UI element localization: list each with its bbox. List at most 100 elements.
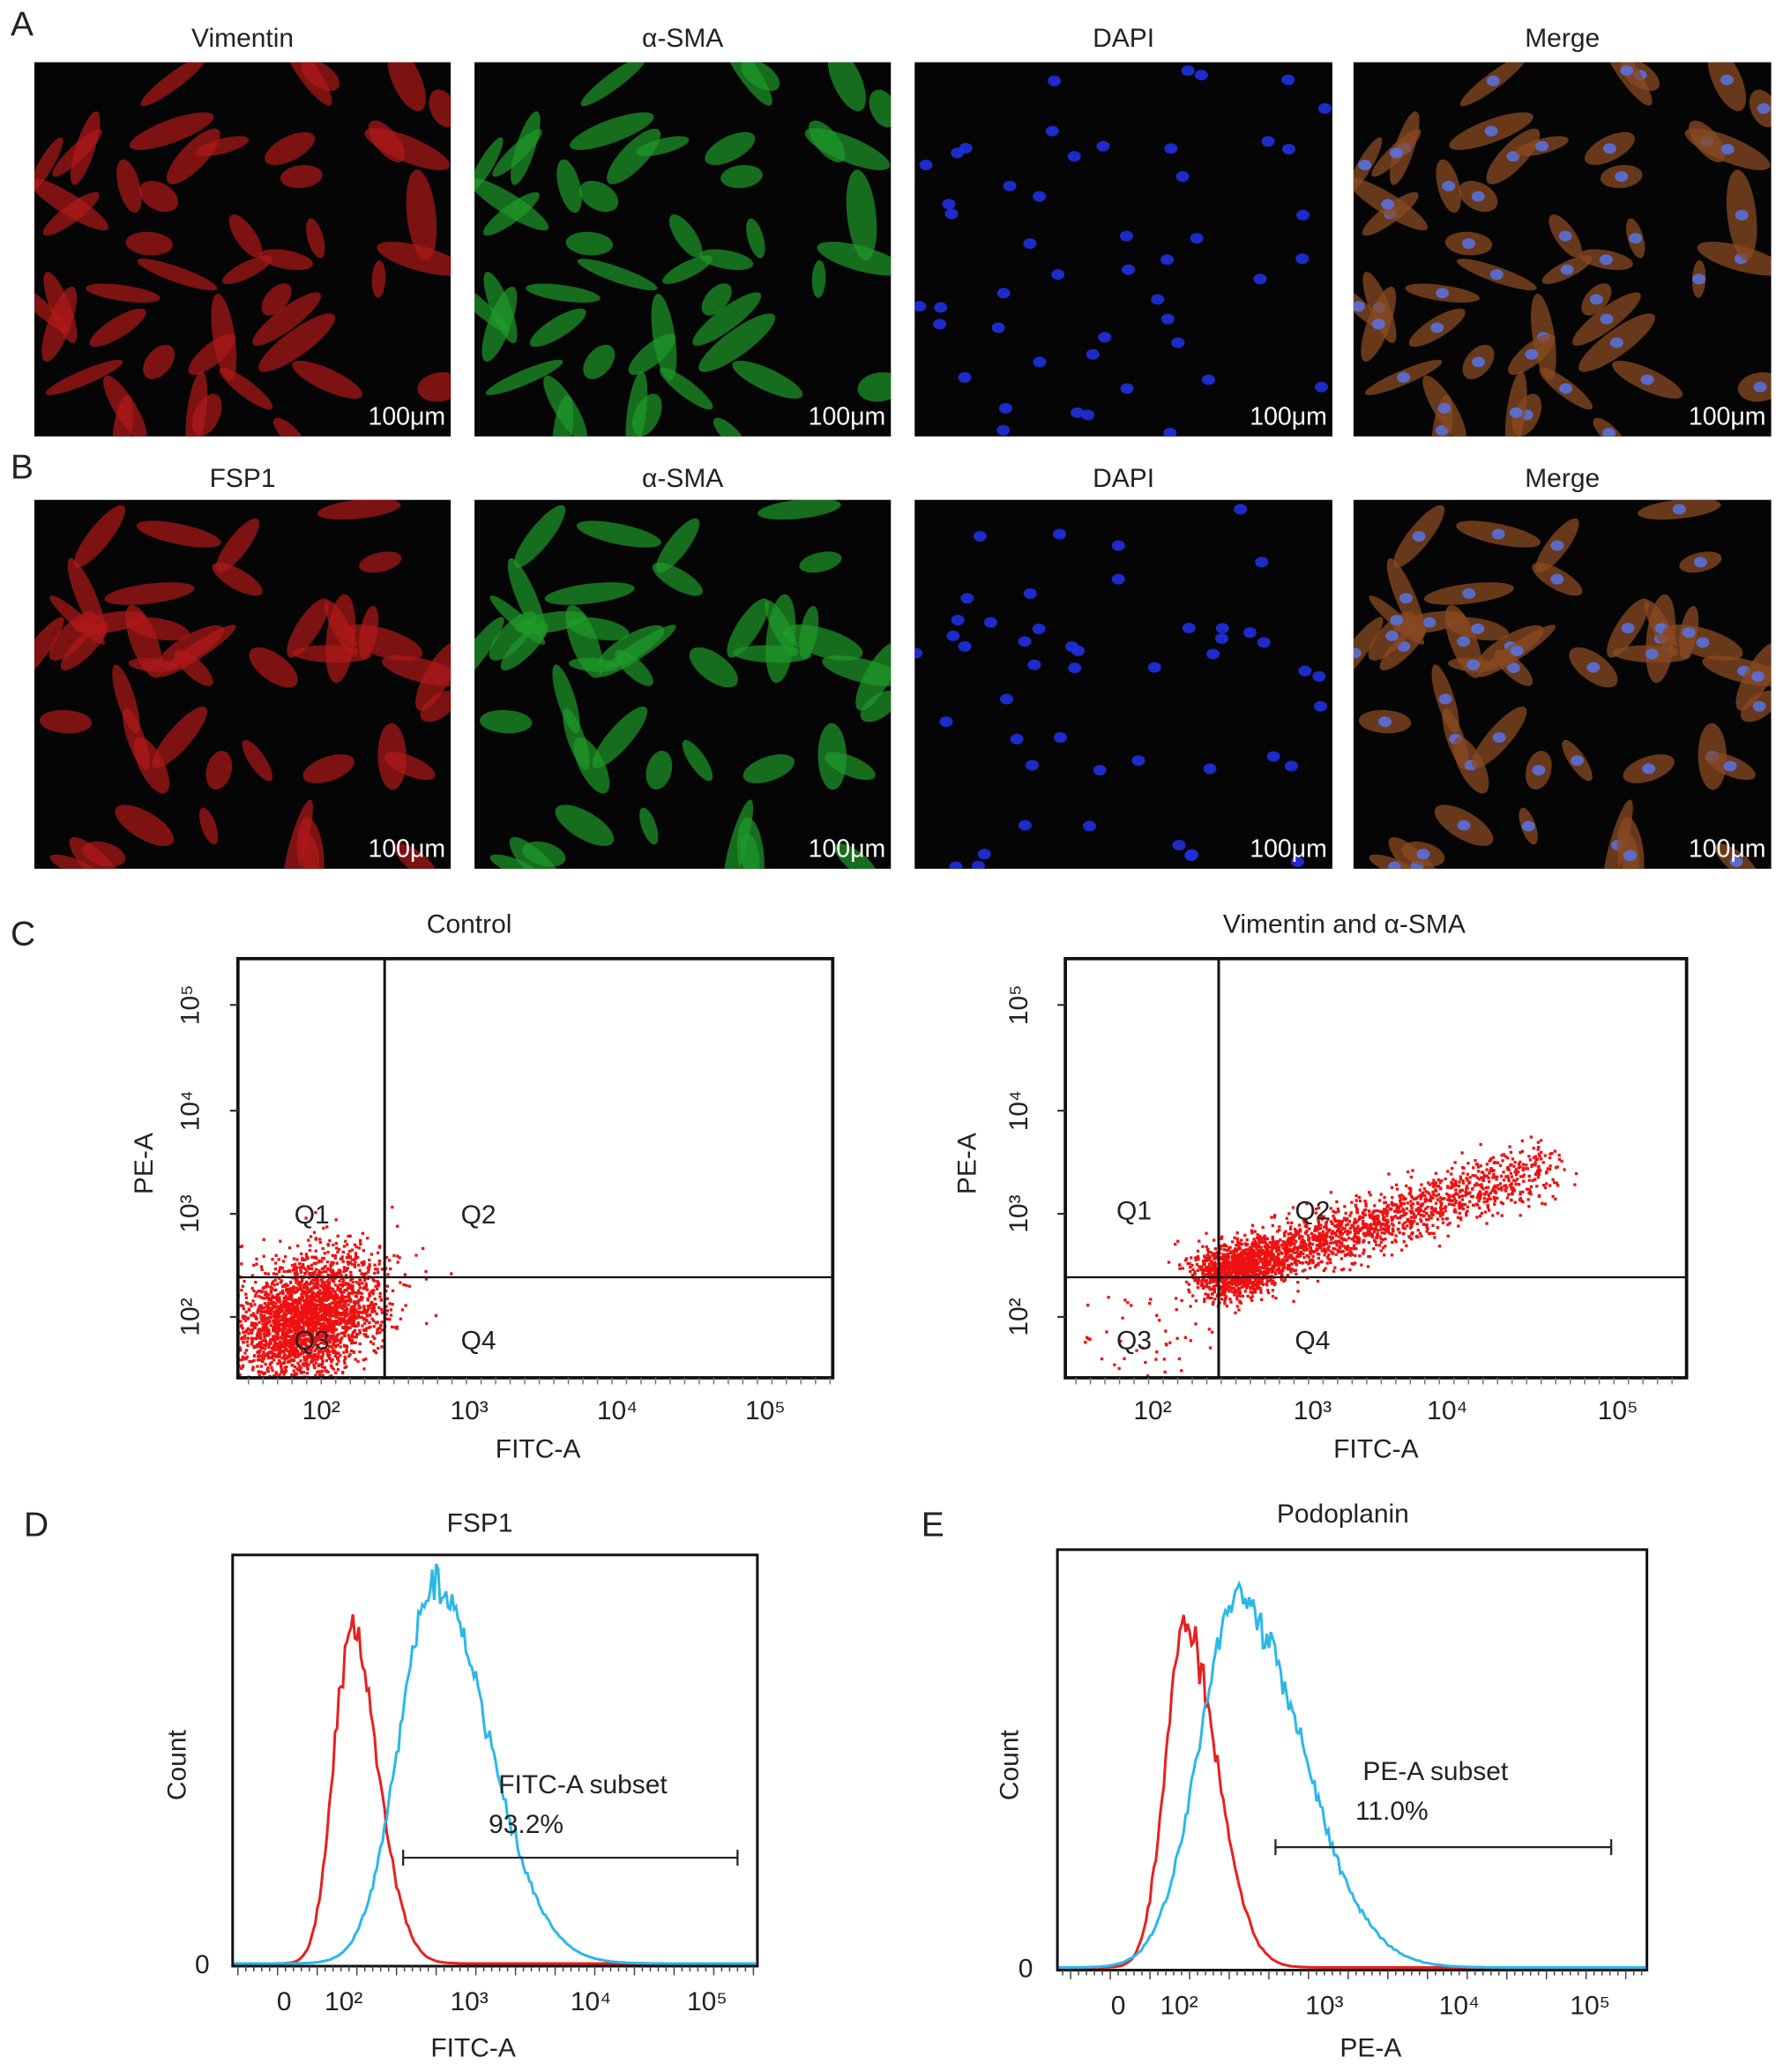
dot: [225, 1267, 228, 1269]
dot: [296, 1361, 300, 1365]
dot: [275, 1308, 279, 1313]
dot: [298, 1286, 302, 1290]
dot: [205, 1365, 208, 1368]
dot: [364, 1327, 369, 1330]
dot: [317, 1260, 320, 1264]
dot: [317, 1338, 321, 1342]
dot: [1394, 1234, 1398, 1238]
dot: [1382, 1216, 1386, 1220]
dot: [305, 1330, 310, 1335]
image-title: Vimentin: [191, 24, 294, 53]
nucleus: [1234, 504, 1248, 515]
dot: [231, 1321, 234, 1324]
dot: [261, 1353, 265, 1357]
dot: [377, 1283, 381, 1286]
dot: [274, 1302, 278, 1305]
dot: [261, 1326, 265, 1329]
dot: [317, 1343, 320, 1347]
nucleus: [1313, 700, 1327, 712]
dot: [1530, 1164, 1534, 1169]
dot: [275, 1272, 279, 1276]
dot: [315, 1311, 318, 1314]
dot: [307, 1325, 310, 1329]
dot: [277, 1321, 280, 1325]
dot: [261, 1314, 265, 1318]
dot: [339, 1313, 342, 1317]
dot: [1350, 1201, 1354, 1204]
dot: [258, 1332, 262, 1335]
dot: [1282, 1231, 1287, 1235]
dot: [1302, 1218, 1305, 1222]
dot: [285, 1320, 289, 1323]
dot: [275, 1326, 279, 1329]
dot: [1392, 1230, 1395, 1233]
dot: [240, 1288, 243, 1292]
dot: [337, 1351, 340, 1355]
dot: [1265, 1264, 1268, 1268]
nucleus: [1353, 301, 1365, 312]
dot: [272, 1335, 275, 1338]
dot: [272, 1321, 276, 1325]
nucleus: [1471, 356, 1485, 368]
dot: [292, 1358, 296, 1362]
dot: [1510, 1175, 1514, 1178]
dot: [269, 1324, 272, 1328]
dot: [313, 1336, 317, 1340]
cell: [481, 286, 518, 363]
dot: [1521, 1168, 1525, 1172]
image-title: FSP1: [210, 464, 276, 493]
dot: [320, 1260, 324, 1263]
dot: [315, 1256, 318, 1260]
dot: [1366, 1229, 1369, 1232]
dot: [346, 1319, 350, 1322]
dot: [306, 1328, 310, 1332]
dot: [371, 1277, 375, 1282]
dot: [311, 1255, 316, 1259]
dot: [372, 1319, 376, 1322]
dot: [278, 1326, 281, 1330]
cell: [371, 260, 386, 298]
dot: [321, 1350, 325, 1354]
dot: [328, 1357, 332, 1361]
dot: [368, 1320, 371, 1325]
dot: [295, 1382, 297, 1385]
dot: [1368, 1233, 1371, 1237]
dot: [312, 1298, 316, 1301]
dot: [318, 1240, 323, 1245]
nucleus: [1586, 662, 1601, 673]
dot: [1451, 1178, 1455, 1181]
dot: [337, 1268, 340, 1272]
dot: [1261, 1266, 1265, 1269]
dot: [377, 1245, 382, 1249]
dot: [332, 1301, 336, 1305]
dot: [1323, 1243, 1326, 1247]
nucleus: [1437, 402, 1451, 414]
dot: [1348, 1227, 1352, 1230]
dot: [318, 1310, 323, 1313]
dot: [218, 1325, 220, 1328]
cell: [485, 359, 563, 395]
dot: [305, 1313, 310, 1317]
dot: [335, 1322, 340, 1326]
dot: [289, 1335, 294, 1340]
dot: [241, 1327, 244, 1330]
dot: [278, 1276, 281, 1280]
dot: [339, 1298, 343, 1302]
nucleus: [1492, 732, 1506, 744]
image-title: Merge: [1525, 24, 1600, 53]
dot: [252, 1263, 256, 1267]
dot: [345, 1345, 349, 1349]
dot: [277, 1312, 280, 1315]
dot: [358, 1310, 362, 1314]
dot: [324, 1264, 327, 1268]
dot: [306, 1337, 310, 1342]
dot: [371, 1304, 375, 1307]
dot: [1256, 1244, 1260, 1247]
dot: [1362, 1231, 1366, 1235]
dot: [1493, 1202, 1496, 1206]
dot: [299, 1310, 302, 1313]
dot: [1460, 1151, 1464, 1155]
dot: [371, 1291, 375, 1296]
dot: [332, 1343, 335, 1347]
nucleus: [1484, 125, 1498, 137]
